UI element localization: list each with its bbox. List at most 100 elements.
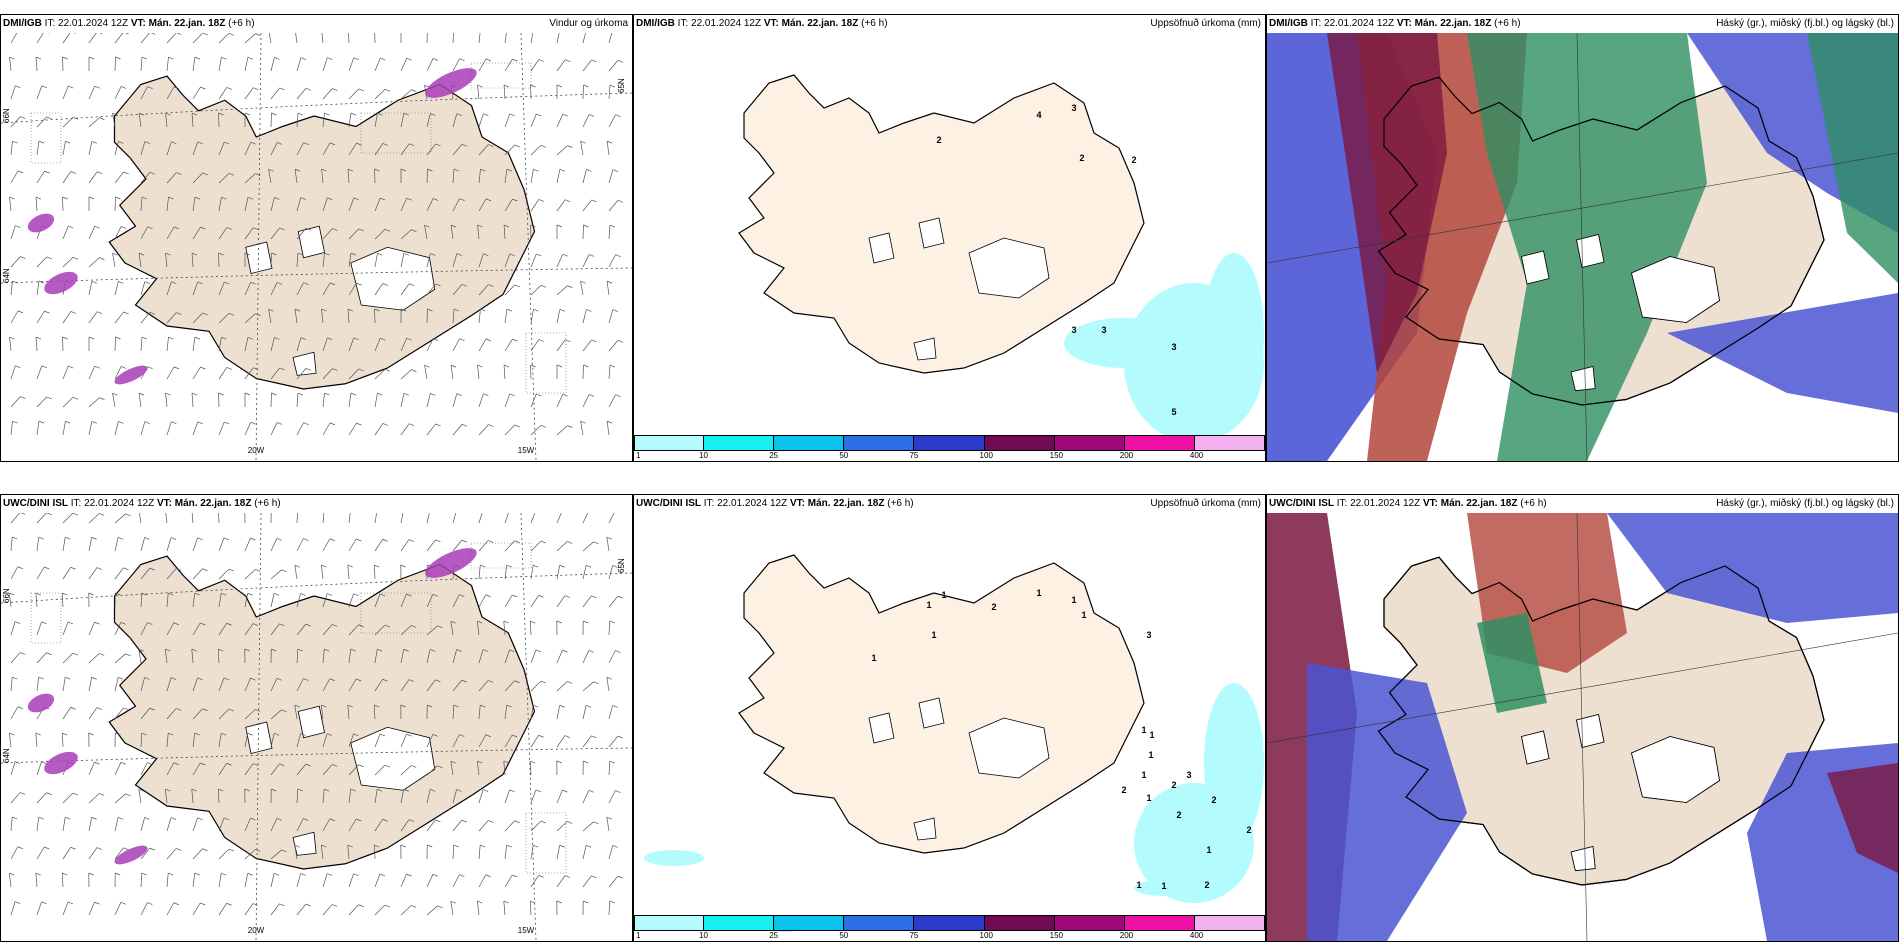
wind-barb bbox=[166, 733, 169, 748]
wind-barb-flag bbox=[276, 817, 283, 821]
wind-barb bbox=[296, 789, 299, 804]
wind-barb-flag bbox=[435, 143, 441, 147]
wind-barb bbox=[374, 393, 378, 408]
wind-barb-flag bbox=[408, 819, 415, 822]
wind-barb-flag bbox=[615, 790, 621, 793]
latitude-label: 64N bbox=[2, 748, 11, 763]
wind-barb bbox=[296, 393, 299, 408]
wind-barb-flag bbox=[427, 308, 433, 312]
wind-barb-flag bbox=[138, 788, 144, 792]
wind-barb bbox=[192, 226, 201, 240]
wind-barb-flag bbox=[461, 283, 468, 287]
wind-barb-flag bbox=[506, 844, 512, 848]
wind-barb-flag bbox=[514, 424, 520, 428]
wind-barb bbox=[556, 649, 563, 664]
wind-barb-flag bbox=[14, 901, 21, 904]
latitude-label: 64N bbox=[2, 268, 11, 283]
wind-barb-flag bbox=[382, 423, 388, 426]
wind-barb bbox=[192, 622, 201, 636]
glacier bbox=[913, 337, 937, 361]
precip-value: 2 bbox=[936, 135, 941, 145]
wind-barb-flag bbox=[533, 564, 539, 568]
wind-barb bbox=[270, 623, 280, 636]
wind-barb bbox=[62, 817, 66, 832]
wind-barb bbox=[140, 197, 143, 212]
wind-barb bbox=[296, 649, 299, 664]
wind-barb-flag bbox=[303, 538, 309, 541]
wind-barb-flag bbox=[112, 112, 118, 116]
wind-barb bbox=[582, 735, 592, 748]
wind-barb bbox=[504, 649, 510, 664]
wind-barb-flag bbox=[512, 734, 518, 738]
wind-barb-flag bbox=[356, 818, 362, 822]
wind-barb-flag bbox=[141, 336, 148, 340]
init-time: IT: 22.01.2024 12Z bbox=[1310, 18, 1395, 29]
wind-barb-flag bbox=[41, 365, 47, 369]
colorbar-segment bbox=[984, 435, 1055, 451]
wind-barb-flag bbox=[99, 513, 105, 516]
wind-barb bbox=[322, 393, 325, 408]
wind-barb bbox=[348, 678, 357, 692]
wind-barb-flag bbox=[459, 874, 465, 877]
wind-barb bbox=[608, 33, 613, 44]
wind-barb bbox=[478, 513, 483, 524]
wind-barb bbox=[504, 198, 513, 212]
wind-barb-flag bbox=[461, 539, 467, 543]
wind-barb-flag bbox=[279, 87, 285, 91]
wind-barb-flag bbox=[118, 141, 124, 144]
wind-barb-flag bbox=[400, 844, 406, 848]
wind-barb bbox=[88, 281, 93, 296]
wind-barb bbox=[244, 227, 254, 240]
wind-barb-flag bbox=[427, 844, 433, 848]
wind-barb bbox=[348, 113, 352, 128]
wind-barb-flag bbox=[382, 143, 388, 146]
wind-barb bbox=[140, 57, 143, 72]
wind-barb-flag bbox=[68, 365, 74, 369]
wind-barb-flag bbox=[147, 902, 153, 905]
graticule-line bbox=[1576, 513, 1588, 941]
wind-barb-flag bbox=[433, 198, 439, 201]
wind-barb bbox=[10, 677, 13, 692]
precip-value: 1 bbox=[871, 653, 876, 663]
wind-barb bbox=[62, 311, 72, 324]
wind-barb bbox=[140, 281, 146, 296]
wind-barb bbox=[400, 593, 407, 608]
wind-barb-flag bbox=[411, 229, 417, 232]
wind-barb-flag bbox=[141, 592, 147, 596]
wind-barb-flag bbox=[435, 283, 441, 287]
wind-barb-flag bbox=[46, 396, 52, 400]
wind-barb-flag bbox=[514, 144, 520, 148]
init-time: IT: 22.01.2024 12Z bbox=[677, 18, 762, 29]
wind-barb-flag bbox=[112, 252, 118, 256]
wind-barb-flag bbox=[512, 338, 518, 342]
wind-barb-flag bbox=[202, 33, 208, 36]
hatched-precip-area bbox=[525, 812, 567, 874]
wind-barb bbox=[270, 818, 278, 832]
wind-barb-flag bbox=[99, 397, 105, 400]
colorbar-tick-label: 25 bbox=[769, 931, 779, 940]
wind-barb-flag bbox=[176, 312, 182, 315]
wind-barb bbox=[244, 282, 252, 296]
wind-barb-flag bbox=[247, 56, 254, 60]
wind-barb-flag bbox=[123, 311, 129, 315]
colorbar-segment bbox=[774, 435, 845, 451]
wind-barb-flag bbox=[617, 595, 623, 599]
wind-barb-flag bbox=[503, 364, 510, 368]
wind-barb bbox=[582, 595, 592, 608]
wind-barb bbox=[114, 33, 124, 44]
wind-barb-flag bbox=[540, 424, 547, 428]
colorbar-tick-label: 1 bbox=[636, 931, 641, 940]
wind-barb bbox=[426, 539, 436, 552]
wind-barb-flag bbox=[253, 227, 259, 230]
wind-barb bbox=[608, 565, 613, 580]
graticule-line bbox=[1, 267, 632, 284]
wind-barb bbox=[348, 904, 359, 916]
wind-barb bbox=[322, 538, 331, 552]
precip-area bbox=[1134, 880, 1194, 896]
wind-barb bbox=[400, 649, 405, 664]
valid-time: VT: Mán. 22.jan. 18Z bbox=[789, 498, 885, 509]
wind-barb-flag bbox=[379, 873, 386, 877]
wind-barb-flag bbox=[329, 422, 336, 426]
wind-barb bbox=[112, 393, 116, 408]
wind-barb-flag bbox=[617, 339, 624, 343]
